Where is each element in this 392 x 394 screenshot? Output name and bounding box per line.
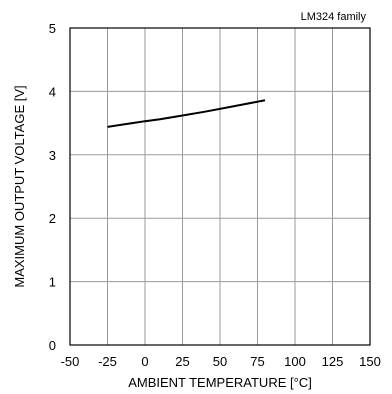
x-tick-labels: -50 -25 0 25 50 75 100 125 150 xyxy=(61,354,381,369)
x-tick-label: 100 xyxy=(284,354,306,369)
y-tick-label: 1 xyxy=(49,275,56,290)
plot-frame xyxy=(69,27,371,346)
y-tick-labels: 0 1 2 3 4 5 xyxy=(49,21,56,353)
series-line xyxy=(107,99,266,128)
x-tick-label: 25 xyxy=(175,354,189,369)
y-tick-label: 3 xyxy=(49,148,56,163)
x-tick-label: 75 xyxy=(250,354,264,369)
x-tick-label: 150 xyxy=(359,354,381,369)
x-tick-label: -25 xyxy=(98,354,117,369)
series-layer xyxy=(107,99,266,128)
x-tick-label: 50 xyxy=(213,354,227,369)
y-tick-label: 4 xyxy=(49,84,56,99)
x-tick-label: -50 xyxy=(61,354,80,369)
y-tick-label: 2 xyxy=(49,211,56,226)
x-axis-label: AMBIENT TEMPERATURE [°C] xyxy=(128,375,312,390)
x-tick-label: 0 xyxy=(141,354,148,369)
grid xyxy=(70,28,370,345)
x-tick-label: 125 xyxy=(322,354,344,369)
y-tick-label: 5 xyxy=(49,21,56,36)
y-tick-label: 0 xyxy=(49,338,56,353)
y-axis-label: MAXIMUM OUTPUT VOLTAGE [V] xyxy=(12,85,27,287)
chart-annotation: LM324 family xyxy=(301,11,367,23)
